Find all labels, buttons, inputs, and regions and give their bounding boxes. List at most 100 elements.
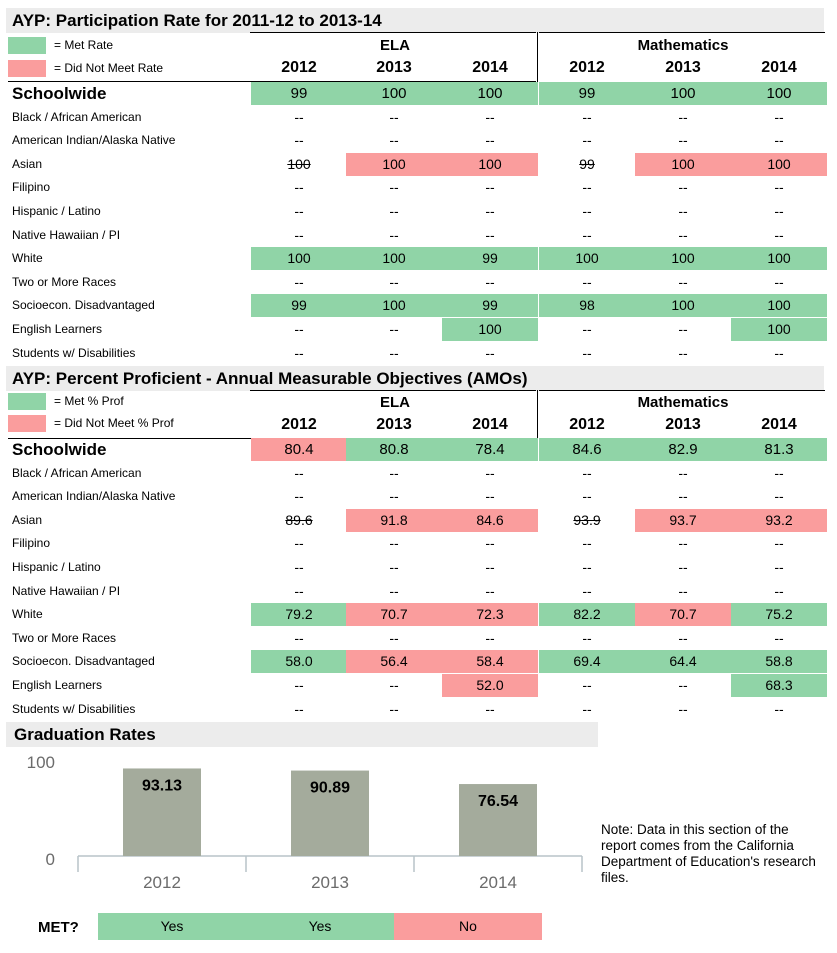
year-header: 2013 — [665, 59, 701, 76]
data-cell: 64.4 — [635, 650, 731, 674]
row-label: English Learners — [12, 678, 103, 692]
data-cell: -- — [485, 203, 495, 219]
data-cell: -- — [294, 629, 304, 646]
data-cell: -- — [294, 321, 304, 337]
data-cell: 75.2 — [731, 603, 827, 627]
data-cell: -- — [774, 464, 784, 481]
data-cell: -- — [485, 629, 495, 646]
data-cell: -- — [389, 179, 399, 196]
data-cell: -- — [389, 226, 399, 243]
data-cell: -- — [485, 582, 495, 599]
bar-2014 — [459, 784, 537, 856]
data-cell: -- — [678, 226, 688, 243]
data-cell: -- — [294, 488, 304, 505]
data-cell: -- — [294, 535, 304, 552]
data-cell: 100 — [635, 247, 731, 271]
data-cell: -- — [389, 108, 399, 125]
graduation-title: Graduation Rates — [6, 722, 598, 747]
data-cell: 70.7 — [635, 603, 731, 627]
data-cell: 70.7 — [346, 603, 442, 627]
data-cell: -- — [678, 344, 688, 361]
data-cell: -- — [582, 344, 592, 361]
data-cell: -- — [774, 488, 784, 505]
year-header: 2012 — [281, 416, 317, 433]
data-cell: -- — [294, 273, 304, 290]
data-cell: -- — [582, 132, 592, 149]
data-cell: 91.8 — [346, 508, 442, 532]
data-cell: -- — [389, 488, 399, 505]
graduation-note: Note: Data in this section of the report… — [601, 822, 816, 885]
data-cell: -- — [582, 273, 592, 290]
row-label: English Learners — [12, 322, 103, 336]
y-tick-0: 0 — [46, 850, 55, 869]
data-cell: -- — [678, 488, 688, 505]
data-cell: -- — [582, 488, 592, 505]
data-cell: -- — [485, 179, 495, 196]
data-cell: 68.3 — [731, 674, 827, 697]
row-label: Filipino — [12, 536, 51, 551]
group-rule — [250, 390, 536, 391]
row-label: Black / African American — [12, 109, 142, 124]
legend-met-text: = Met % Prof — [54, 394, 124, 408]
group-rule — [250, 32, 536, 33]
data-cell: -- — [582, 629, 592, 646]
data-cell: -- — [678, 179, 688, 196]
row-label: Black / African American — [12, 465, 142, 480]
data-cell: 89.6 — [285, 511, 313, 528]
data-cell: -- — [774, 132, 784, 149]
data-cell: 100 — [442, 152, 538, 176]
data-cell: -- — [485, 344, 495, 361]
row-label: Two or More Races — [12, 274, 117, 289]
data-cell: 100 — [731, 247, 827, 271]
data-cell: 100 — [731, 82, 827, 105]
data-cell: -- — [294, 464, 304, 481]
data-cell: -- — [774, 179, 784, 196]
ela-math-divider — [537, 32, 538, 82]
row-label: White — [12, 251, 43, 266]
year-header: 2014 — [761, 416, 797, 433]
data-cell: 93.9 — [573, 511, 601, 528]
data-cell: -- — [774, 203, 784, 219]
legend-not-met-swatch — [8, 60, 46, 77]
data-cell: 100 — [635, 82, 731, 105]
data-cell: -- — [389, 132, 399, 149]
data-cell: -- — [774, 108, 784, 125]
legend-met-swatch — [8, 37, 46, 54]
data-cell: -- — [774, 629, 784, 646]
data-cell: 99 — [442, 294, 538, 318]
data-cell: -- — [678, 535, 688, 552]
data-cell: -- — [485, 559, 495, 575]
data-cell: 82.9 — [635, 438, 731, 461]
row-label: Schoolwide — [12, 440, 107, 459]
data-cell: -- — [774, 344, 784, 361]
data-cell: -- — [294, 132, 304, 149]
data-cell: 98 — [539, 294, 635, 318]
met-cell-2013: Yes — [246, 913, 394, 940]
data-cell: 100 — [346, 294, 442, 318]
year-header: 2014 — [761, 59, 797, 76]
group-rule — [539, 390, 825, 391]
year-header: 2013 — [376, 59, 412, 76]
row-label: Native Hawaiian / PI — [12, 227, 121, 242]
data-cell: 100 — [287, 155, 311, 172]
data-cell: -- — [678, 108, 688, 125]
data-cell: -- — [485, 700, 495, 717]
bar-label-2014: 76.54 — [478, 793, 518, 810]
row-label: Filipino — [12, 180, 51, 195]
row-label: Two or More Races — [12, 630, 117, 645]
data-cell: -- — [678, 582, 688, 599]
data-cell: 56.4 — [346, 650, 442, 674]
data-cell: -- — [678, 559, 688, 575]
data-cell: -- — [389, 582, 399, 599]
data-cell: 100 — [731, 152, 827, 176]
data-cell: -- — [485, 535, 495, 552]
legend-met-swatch — [8, 393, 46, 410]
ela-math-divider — [537, 390, 538, 438]
year-header: 2014 — [472, 59, 508, 76]
data-cell: 99 — [251, 294, 347, 318]
data-cell: 99 — [579, 155, 595, 172]
data-cell: 79.2 — [251, 603, 347, 627]
data-cell: -- — [294, 179, 304, 196]
data-cell: -- — [774, 273, 784, 290]
data-cell: -- — [294, 203, 304, 219]
